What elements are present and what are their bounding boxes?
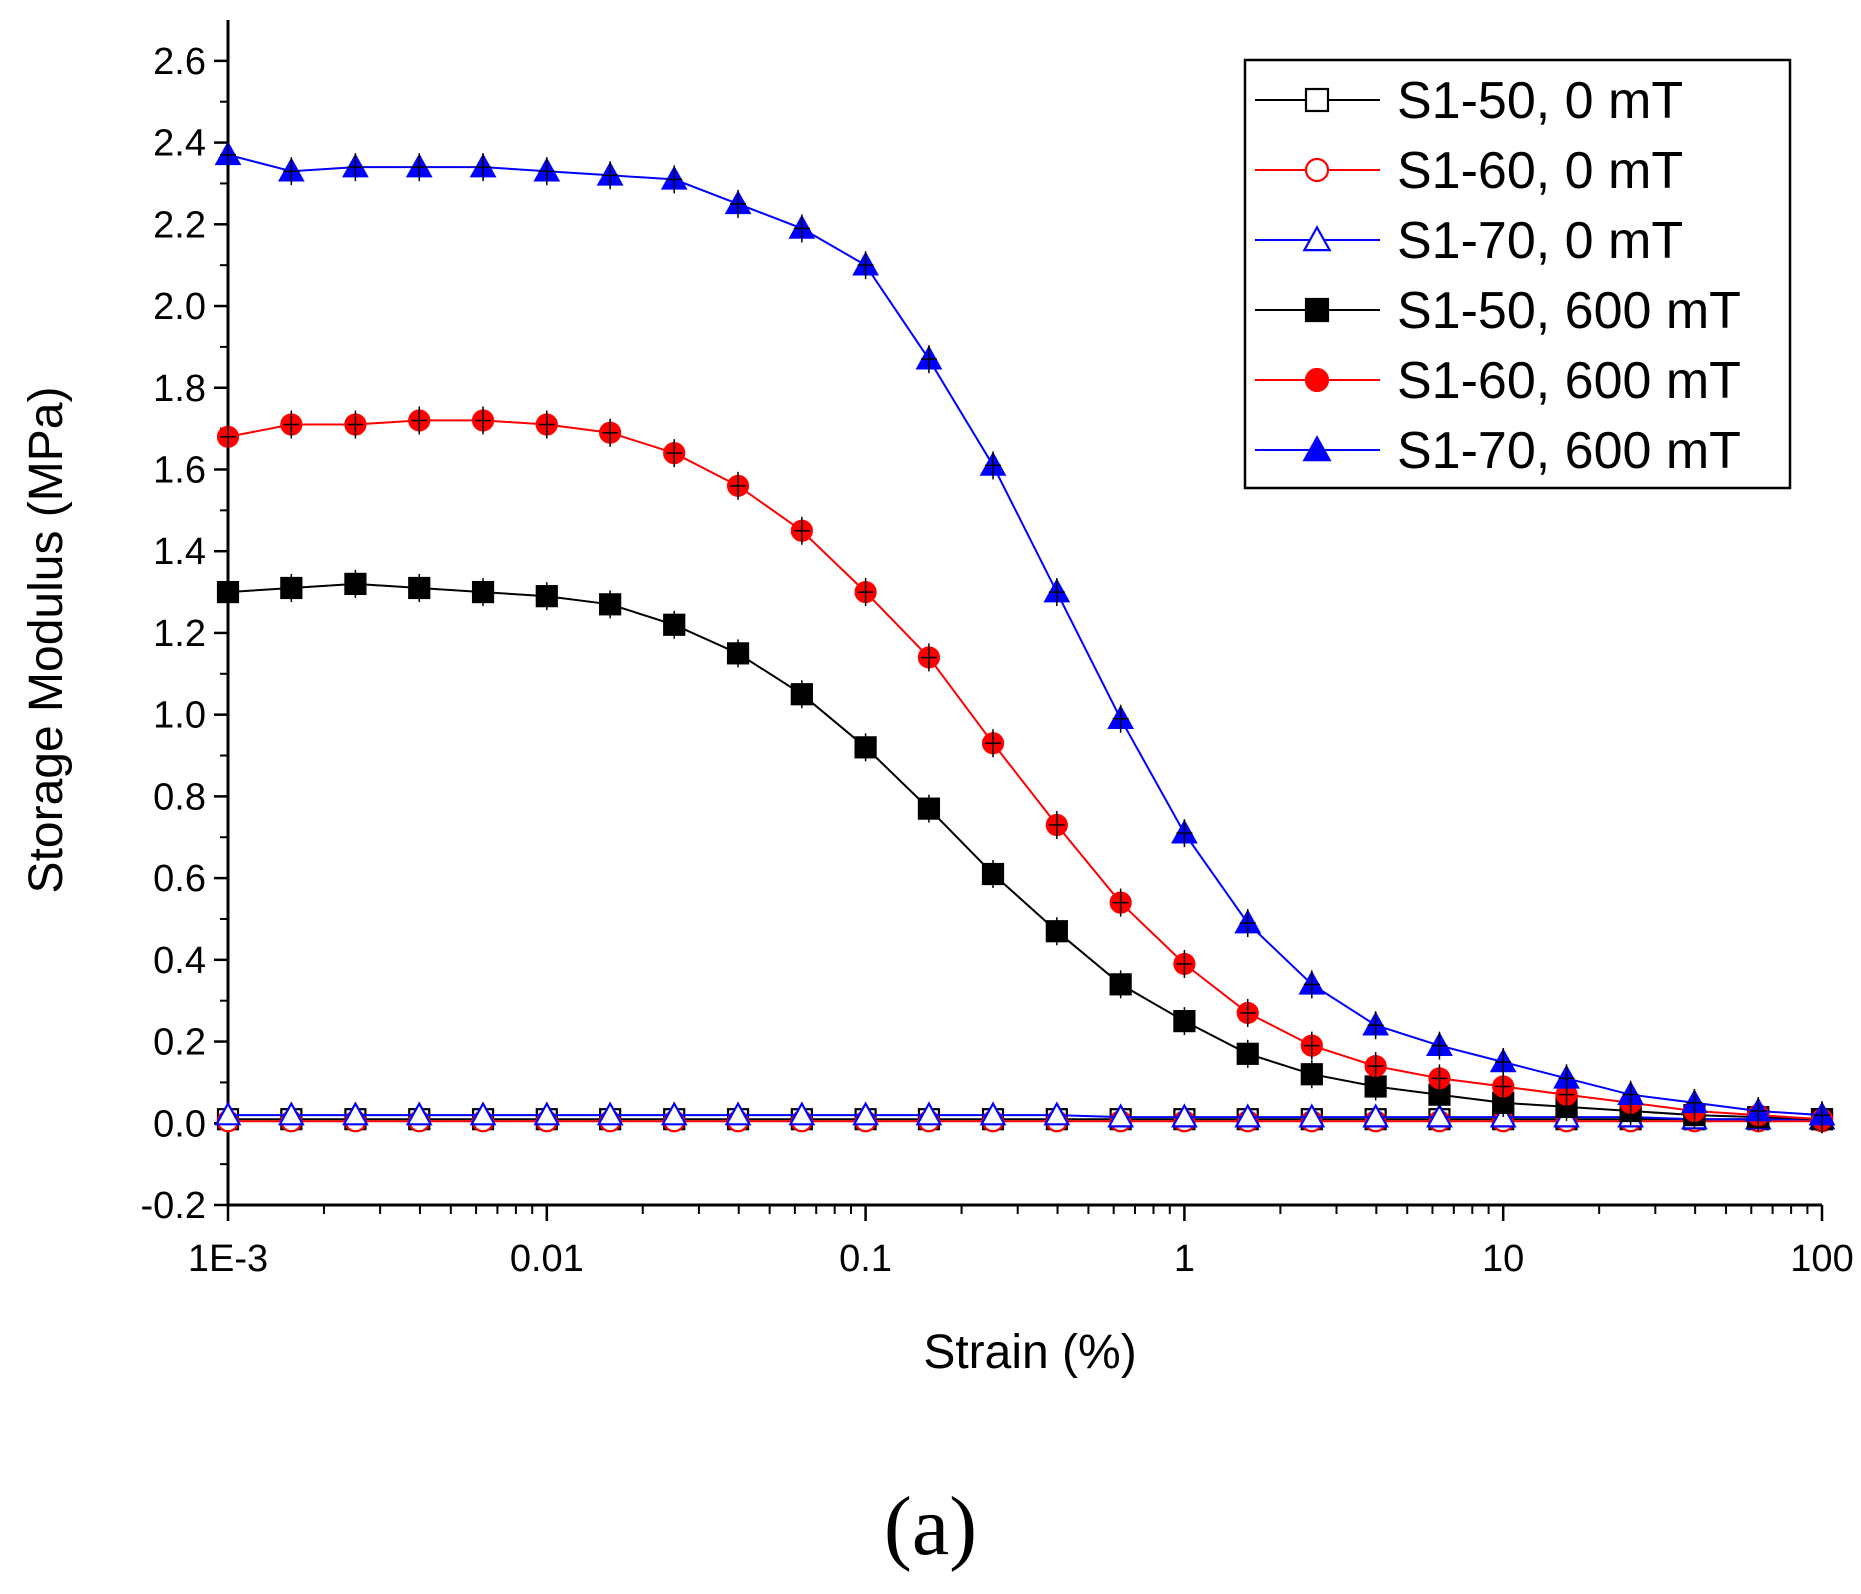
x-tick-label: 10 bbox=[1482, 1238, 1524, 1280]
y-tick-label: 0.6 bbox=[153, 858, 206, 900]
figure-caption: (a) bbox=[883, 1480, 978, 1573]
data-point bbox=[1234, 1103, 1262, 1128]
legend-box bbox=[1243, 58, 1792, 490]
legend-label: S1-50, 0 mT bbox=[1397, 72, 1683, 130]
y-tick-label: 0.8 bbox=[153, 776, 206, 818]
legend-marker bbox=[1304, 157, 1330, 183]
legend-label: S1-60, 600 mT bbox=[1397, 352, 1741, 410]
y-tick-label: 2.0 bbox=[153, 286, 206, 328]
data-point bbox=[724, 1101, 752, 1126]
x-tick-label: 1 bbox=[1174, 1238, 1195, 1280]
legend-marker bbox=[1304, 297, 1330, 323]
y-tick-label: 1.2 bbox=[153, 613, 206, 655]
y-tick-label: 0.2 bbox=[153, 1022, 206, 1064]
data-point bbox=[852, 1101, 879, 1126]
y-tick-label: 1.6 bbox=[153, 449, 206, 491]
data-point bbox=[533, 1101, 561, 1126]
legend-item: S1-70, 600 mT bbox=[1255, 422, 1741, 480]
legend-marker bbox=[1302, 435, 1332, 462]
y-tick-label: 0.4 bbox=[153, 940, 206, 982]
legend-item: S1-50, 600 mT bbox=[1255, 282, 1741, 340]
series-2 bbox=[214, 1101, 1836, 1130]
legend-label: S1-70, 0 mT bbox=[1397, 212, 1683, 270]
legend-item: S1-70, 0 mT bbox=[1255, 212, 1683, 270]
data-point bbox=[1298, 1103, 1326, 1128]
series-line bbox=[227, 582, 1823, 1121]
data-point bbox=[788, 1101, 816, 1126]
y-tick-label: 1.0 bbox=[153, 695, 206, 737]
series-5 bbox=[214, 140, 1836, 1130]
x-tick-label: 0.01 bbox=[510, 1238, 584, 1280]
data-point bbox=[1171, 1103, 1198, 1128]
y-axis-title: Storage Modulus (MPa) bbox=[20, 387, 73, 894]
data-point bbox=[342, 1101, 369, 1126]
series-line bbox=[227, 419, 1823, 1121]
series-0 bbox=[216, 1108, 1834, 1131]
data-point bbox=[469, 1101, 497, 1126]
legend-label: S1-50, 600 mT bbox=[1397, 282, 1741, 340]
data-point bbox=[1043, 1101, 1071, 1126]
y-tick-label: 2.2 bbox=[153, 204, 206, 246]
series-line bbox=[227, 153, 1823, 1117]
y-tick-label: 1.8 bbox=[153, 368, 206, 410]
data-point bbox=[1426, 1103, 1453, 1128]
data-point bbox=[214, 1101, 242, 1126]
legend-item: S1-60, 0 mT bbox=[1255, 142, 1683, 200]
legend-marker bbox=[1304, 367, 1330, 393]
legend-marker bbox=[1302, 225, 1332, 252]
x-tick-label: 0.1 bbox=[839, 1238, 892, 1280]
y-tick-label: 0.0 bbox=[153, 1103, 206, 1145]
series-3 bbox=[216, 569, 1834, 1134]
legend-marker bbox=[1304, 87, 1330, 113]
data-point bbox=[596, 1101, 624, 1126]
data-point bbox=[979, 1101, 1007, 1126]
legend-label: S1-70, 600 mT bbox=[1397, 422, 1741, 480]
legend-item: S1-50, 0 mT bbox=[1255, 72, 1683, 130]
y-tick-label: 2.6 bbox=[153, 41, 206, 83]
y-tick-label: -0.2 bbox=[141, 1185, 206, 1227]
data-point bbox=[1362, 1103, 1390, 1128]
data-point bbox=[660, 1101, 688, 1126]
data-point bbox=[405, 1101, 433, 1126]
x-axis-title: Strain (%) bbox=[923, 1326, 1136, 1379]
y-tick-label: 1.4 bbox=[153, 531, 206, 573]
x-tick-label: 100 bbox=[1790, 1238, 1853, 1280]
y-tick-label: 2.4 bbox=[153, 123, 206, 165]
legend-item: S1-60, 600 mT bbox=[1255, 352, 1741, 410]
x-tick-label: 1E-3 bbox=[188, 1238, 268, 1280]
data-point bbox=[1107, 1103, 1135, 1128]
series-4 bbox=[216, 406, 1834, 1134]
data-point bbox=[915, 1101, 943, 1126]
data-point bbox=[277, 1101, 305, 1126]
legend-label: S1-60, 0 mT bbox=[1397, 142, 1683, 200]
